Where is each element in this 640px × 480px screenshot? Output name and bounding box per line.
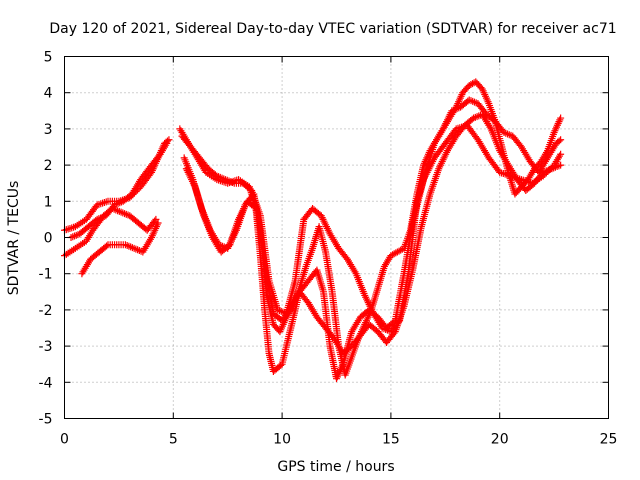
data-point xyxy=(64,225,72,233)
x-tick-label: 0 xyxy=(60,432,69,448)
x-tick-label: 15 xyxy=(382,432,400,448)
y-tick-label: 3 xyxy=(44,122,53,138)
data-points xyxy=(61,78,565,383)
y-tick-label: 5 xyxy=(44,50,53,66)
x-tick-label: 5 xyxy=(169,432,178,448)
x-tick-label: 20 xyxy=(491,432,509,448)
y-axis-label: SDTVAR / TECUs xyxy=(6,181,22,296)
y-tick-label: -3 xyxy=(39,339,53,355)
data-point xyxy=(103,242,111,250)
y-tick-label: -2 xyxy=(39,303,53,319)
data-point xyxy=(557,161,565,169)
data-point xyxy=(152,215,160,223)
y-tick-labels: -5 -4 -3 -2 -1 0 1 2 3 4 5 xyxy=(39,50,53,428)
series-track-6 xyxy=(178,96,565,336)
series-track-8 xyxy=(182,110,565,357)
data-point xyxy=(154,219,162,227)
y-tick-label: 2 xyxy=(44,158,53,174)
series-track-3 xyxy=(78,219,162,278)
y-tick-label: 1 xyxy=(44,194,53,210)
x-tick-label: 25 xyxy=(600,432,618,448)
series-track-7 xyxy=(180,78,565,379)
y-tick-label: -4 xyxy=(39,375,53,391)
series-track-4 xyxy=(67,139,171,241)
y-tick-label: 0 xyxy=(44,231,53,247)
axis-ticks xyxy=(64,56,609,419)
y-tick-label: -5 xyxy=(39,412,53,428)
x-tick-labels: 0 5 10 15 20 25 xyxy=(60,432,617,448)
data-point xyxy=(66,224,74,232)
data-point xyxy=(62,226,70,234)
data-point xyxy=(557,136,565,144)
data-point xyxy=(555,137,563,145)
x-axis-label: GPS time / hours xyxy=(277,459,394,475)
data-point xyxy=(557,114,565,122)
data-point xyxy=(165,136,173,144)
chart-title: Day 120 of 2021, Sidereal Day-to-day VTE… xyxy=(49,21,616,37)
data-point xyxy=(390,329,398,337)
y-tick-label: 4 xyxy=(44,86,53,102)
data-point xyxy=(557,150,565,158)
data-point xyxy=(163,139,171,147)
data-point xyxy=(100,199,108,207)
data-point xyxy=(102,198,110,206)
x-tick-label: 10 xyxy=(273,432,291,448)
data-point xyxy=(99,199,107,207)
y-tick-label: -1 xyxy=(39,267,53,283)
